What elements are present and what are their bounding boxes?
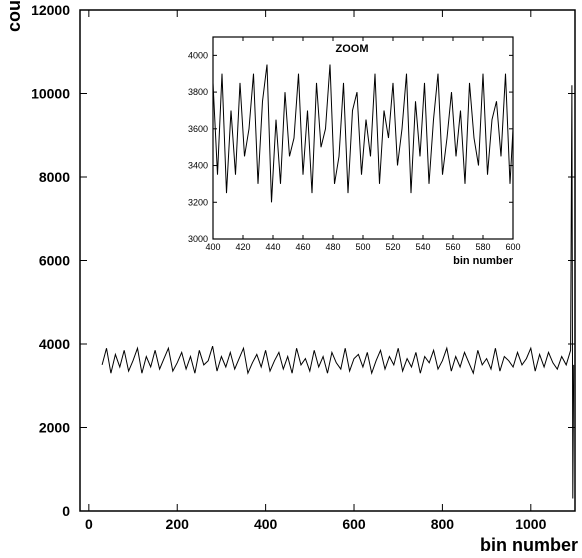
inset-x-tick-label: 540 xyxy=(415,242,430,252)
inset-x-tick-label: 420 xyxy=(235,242,250,252)
main-x-tick-label: 400 xyxy=(254,516,278,532)
inset-y-tick-label: 3800 xyxy=(188,87,208,97)
inset-x-tick-label: 480 xyxy=(325,242,340,252)
inset-x-tick-label: 560 xyxy=(445,242,460,252)
inset-y-tick-label: 3200 xyxy=(188,197,208,207)
inset-x-tick-label: 400 xyxy=(205,242,220,252)
inset-x-tick-label: 600 xyxy=(505,242,520,252)
main-x-tick-label: 200 xyxy=(166,516,190,532)
main-axis-ticks: 0 200 400 600 800 100002000400060008000100001… xyxy=(31,2,575,532)
inset-background xyxy=(213,37,513,239)
y-axis-title: counts xyxy=(4,0,24,32)
main-y-tick-label: 12000 xyxy=(31,2,70,18)
main-y-tick-label: 10000 xyxy=(31,86,70,102)
inset-y-tick-label: 3600 xyxy=(188,124,208,134)
inset-x-axis-title: bin number xyxy=(453,255,514,267)
main-series-line xyxy=(101,85,575,499)
x-axis-title: bin number xyxy=(480,535,578,555)
main-plot: 0 200 400 600 800 100002000400060008000100001… xyxy=(4,0,578,555)
main-y-tick-label: 8000 xyxy=(39,169,70,185)
inset-x-tick-label: 520 xyxy=(385,242,400,252)
inset-y-tick-label: 3400 xyxy=(188,161,208,171)
inset-x-tick-label: 440 xyxy=(265,242,280,252)
main-y-tick-label: 6000 xyxy=(39,253,70,269)
inset-y-tick-label: 4000 xyxy=(188,50,208,60)
inset-x-tick-label: 580 xyxy=(475,242,490,252)
main-x-tick-label: 1000 xyxy=(515,516,546,532)
main-x-tick-label: 600 xyxy=(342,516,366,532)
inset-zoom-plot: 400 420 440 460 480 500 520 540 560 580 600 3000 320… xyxy=(188,36,521,267)
main-y-tick-label: 0 xyxy=(62,503,70,519)
inset-title: ZOOM xyxy=(336,43,369,55)
inset-series-line xyxy=(212,64,514,203)
main-y-tick-label: 4000 xyxy=(39,336,70,352)
main-y-tick-label: 2000 xyxy=(39,420,70,436)
inset-axis-ticks: 400 420 440 460 480 500 520 540 560 580 600 3000 320… xyxy=(188,37,521,252)
main-x-tick-label: 800 xyxy=(431,516,455,532)
inset-x-tick-label: 460 xyxy=(295,242,310,252)
main-x-tick-label: 0 xyxy=(85,516,93,532)
inset-x-tick-label: 500 xyxy=(355,242,370,252)
inset-y-tick-label: 3000 xyxy=(188,234,208,244)
